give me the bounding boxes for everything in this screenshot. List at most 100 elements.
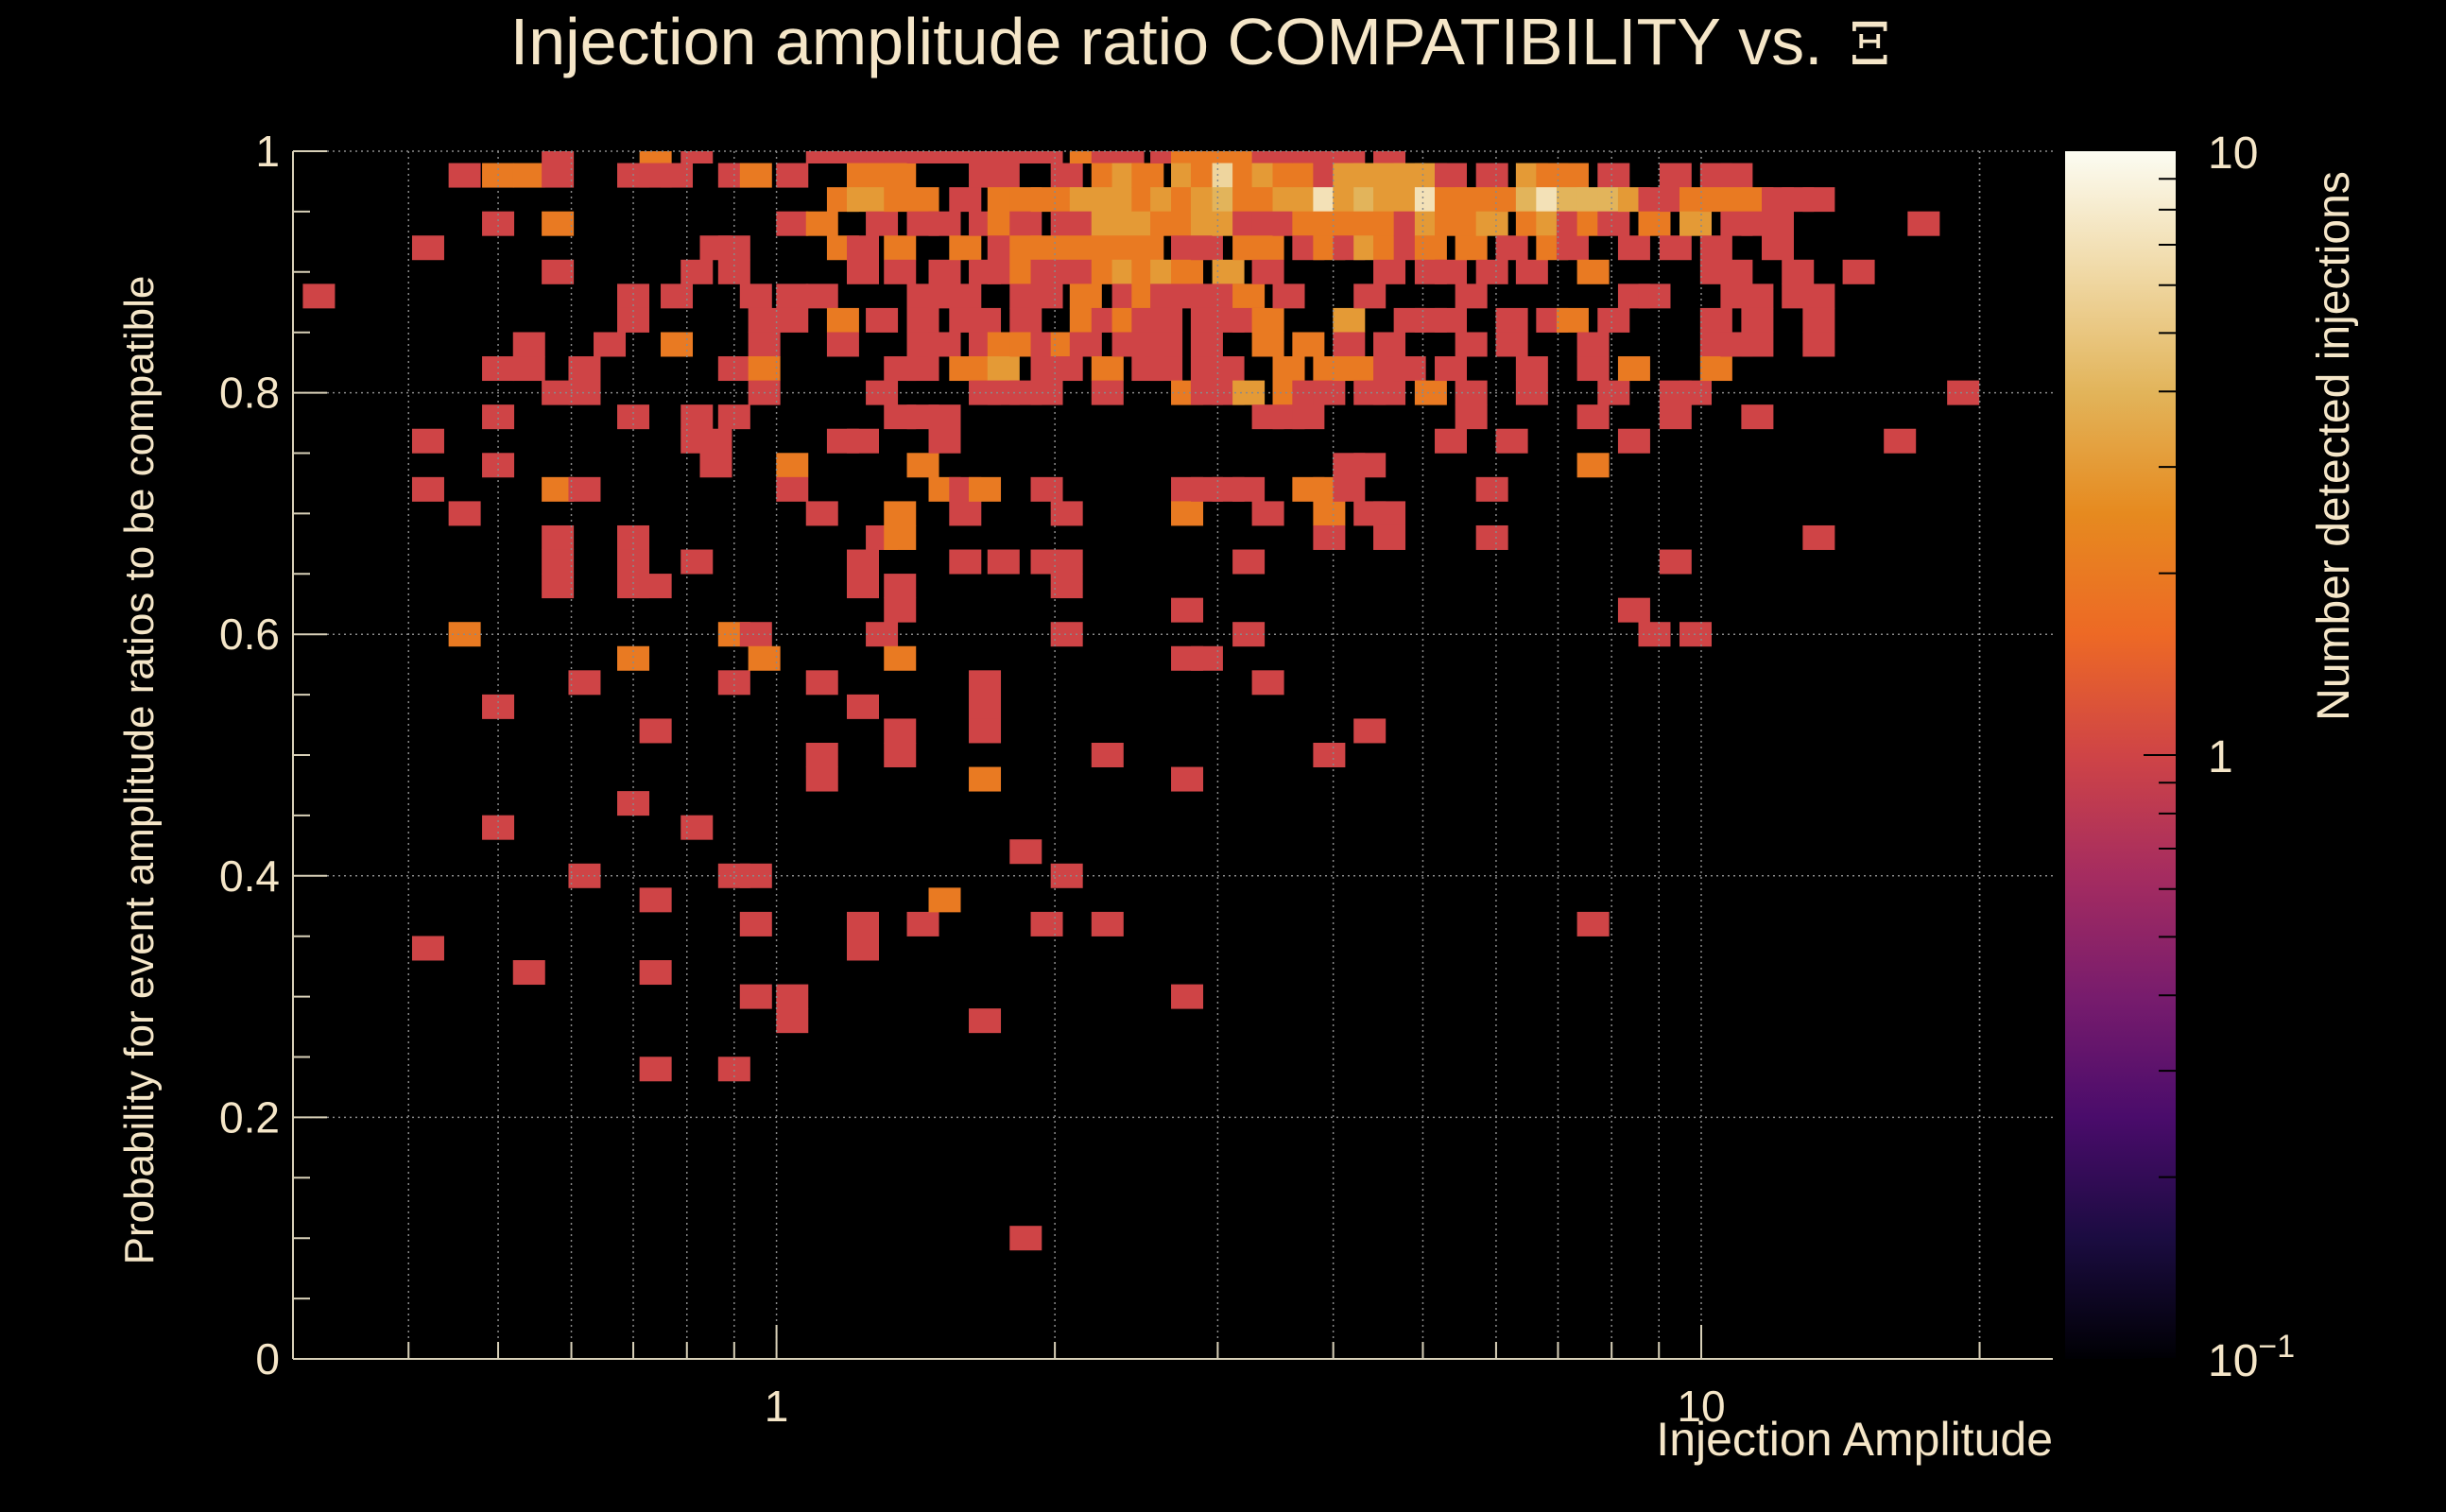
heatmap-cell <box>1353 718 1387 744</box>
color-scale-tick-label: 1 <box>2208 732 2233 782</box>
heatmap-cell <box>748 645 781 671</box>
heatmap-cell <box>776 307 809 333</box>
heatmap-cell <box>542 524 575 550</box>
heatmap-cell <box>1373 259 1406 284</box>
heatmap-cell <box>1638 211 1671 236</box>
heatmap-cell <box>1435 428 1468 454</box>
heatmap-cell <box>680 549 714 575</box>
heatmap-cell <box>1313 743 1346 767</box>
heatmap-cell <box>1232 284 1266 309</box>
heatmap-cell <box>1091 911 1124 936</box>
heatmap-cell <box>1373 332 1406 357</box>
heatmap-cell <box>866 211 899 236</box>
heatmap-cell <box>1414 380 1447 405</box>
heatmap-cell <box>1638 284 1671 309</box>
heatmap-cell <box>884 597 917 623</box>
heatmap-cell <box>448 163 481 188</box>
heatmap-cell <box>739 622 772 647</box>
heatmap-cell <box>1907 211 1940 236</box>
heatmap-cell <box>617 404 650 430</box>
heatmap-cell <box>776 163 809 188</box>
heatmap-cell <box>884 163 917 188</box>
heatmap-cell <box>776 476 809 502</box>
heatmap-cell <box>639 151 672 163</box>
heatmap-cell <box>906 356 939 382</box>
heatmap-cell <box>1050 863 1083 888</box>
heatmap-cell <box>1435 356 1468 382</box>
heatmap-cell <box>866 307 899 333</box>
heatmap-cell <box>969 670 1002 696</box>
heatmap-cell <box>1009 839 1042 865</box>
heatmap-cell <box>928 404 961 430</box>
heatmap-cell <box>906 187 939 213</box>
y-tick-label: 0 <box>255 1334 280 1383</box>
heatmap-cell <box>866 380 899 405</box>
heatmap-cell <box>884 574 917 599</box>
heatmap-cell <box>1313 524 1346 550</box>
heatmap-cell <box>1050 622 1083 647</box>
heatmap-cell <box>949 549 982 575</box>
heatmap-cell <box>884 524 917 550</box>
heatmap-cell <box>805 743 838 767</box>
heatmap-cell <box>1455 284 1488 309</box>
heatmap-cell <box>928 259 961 284</box>
heatmap-cell <box>1030 284 1063 309</box>
heatmap-cell <box>826 332 859 357</box>
heatmap-cell <box>1475 476 1508 502</box>
heatmap-cell <box>1069 332 1102 357</box>
heatmap-cell <box>1030 476 1063 502</box>
x-tick-label: 10 <box>1677 1382 1725 1431</box>
y-tick-labels: 0 0.2 0.4 0.6 0.8 1 <box>219 127 280 1383</box>
heatmap-cell <box>1091 356 1124 382</box>
heatmap-cell <box>717 404 750 430</box>
heatmap-cell <box>969 694 1002 719</box>
heatmap-cell <box>542 476 575 502</box>
heatmap-cell <box>1576 453 1610 478</box>
axes <box>292 150 2053 1360</box>
heatmap-cell <box>1515 259 1548 284</box>
heatmap-cell <box>1679 211 1713 236</box>
heatmap-cell <box>1947 380 1980 405</box>
heatmap-cell <box>1761 211 1794 236</box>
heatmap-cell <box>928 887 961 913</box>
heatmap-cell <box>739 863 772 888</box>
heatmap-cell <box>1741 404 1774 430</box>
heatmap-cell <box>928 332 961 357</box>
heatmap-cell <box>1333 151 1366 163</box>
heatmap-cell <box>884 743 917 767</box>
heatmap-cell <box>1495 235 1528 261</box>
heatmap-cell <box>1190 645 1223 671</box>
heatmap-cell <box>1699 307 1732 333</box>
heatmap-cell <box>1009 211 1042 236</box>
heatmap-cell <box>411 235 444 261</box>
heatmap-cell <box>680 404 714 430</box>
heatmap-cell <box>739 284 772 309</box>
heatmap-cell <box>739 984 772 1009</box>
heatmap-cell <box>846 911 879 936</box>
heatmap-cell <box>866 622 899 647</box>
heatmap-cell <box>1292 332 1325 357</box>
heatmap-cell <box>776 284 809 309</box>
heatmap-cell <box>884 645 917 671</box>
heatmap-cell <box>776 211 809 236</box>
heatmap-cell <box>680 815 714 840</box>
chart-title: Injection amplitude ratio COMPATIBILITY … <box>510 5 1890 78</box>
heatmap-cell <box>1435 307 1468 333</box>
heatmap-cell <box>1030 911 1063 936</box>
heatmap-cell <box>482 356 515 382</box>
heatmap-cell <box>826 307 859 333</box>
heatmap-cell <box>776 984 809 1009</box>
heatmap-cell <box>846 549 879 575</box>
color-scale-tick-exponent: −1 <box>2258 1329 2295 1365</box>
heatmap-cell <box>302 284 336 309</box>
heatmap-cell <box>1802 307 1835 333</box>
heatmap-cell <box>568 380 601 405</box>
heatmap-cell <box>542 259 575 284</box>
heatmap-cell <box>1617 235 1650 261</box>
heatmap-cell <box>1802 187 1835 213</box>
heatmap-cell <box>1050 356 1083 382</box>
heatmap-cell <box>1659 163 1692 188</box>
heatmap-cell <box>1842 259 1875 284</box>
heatmap-cell <box>987 549 1020 575</box>
heatmap-cell <box>699 428 732 454</box>
